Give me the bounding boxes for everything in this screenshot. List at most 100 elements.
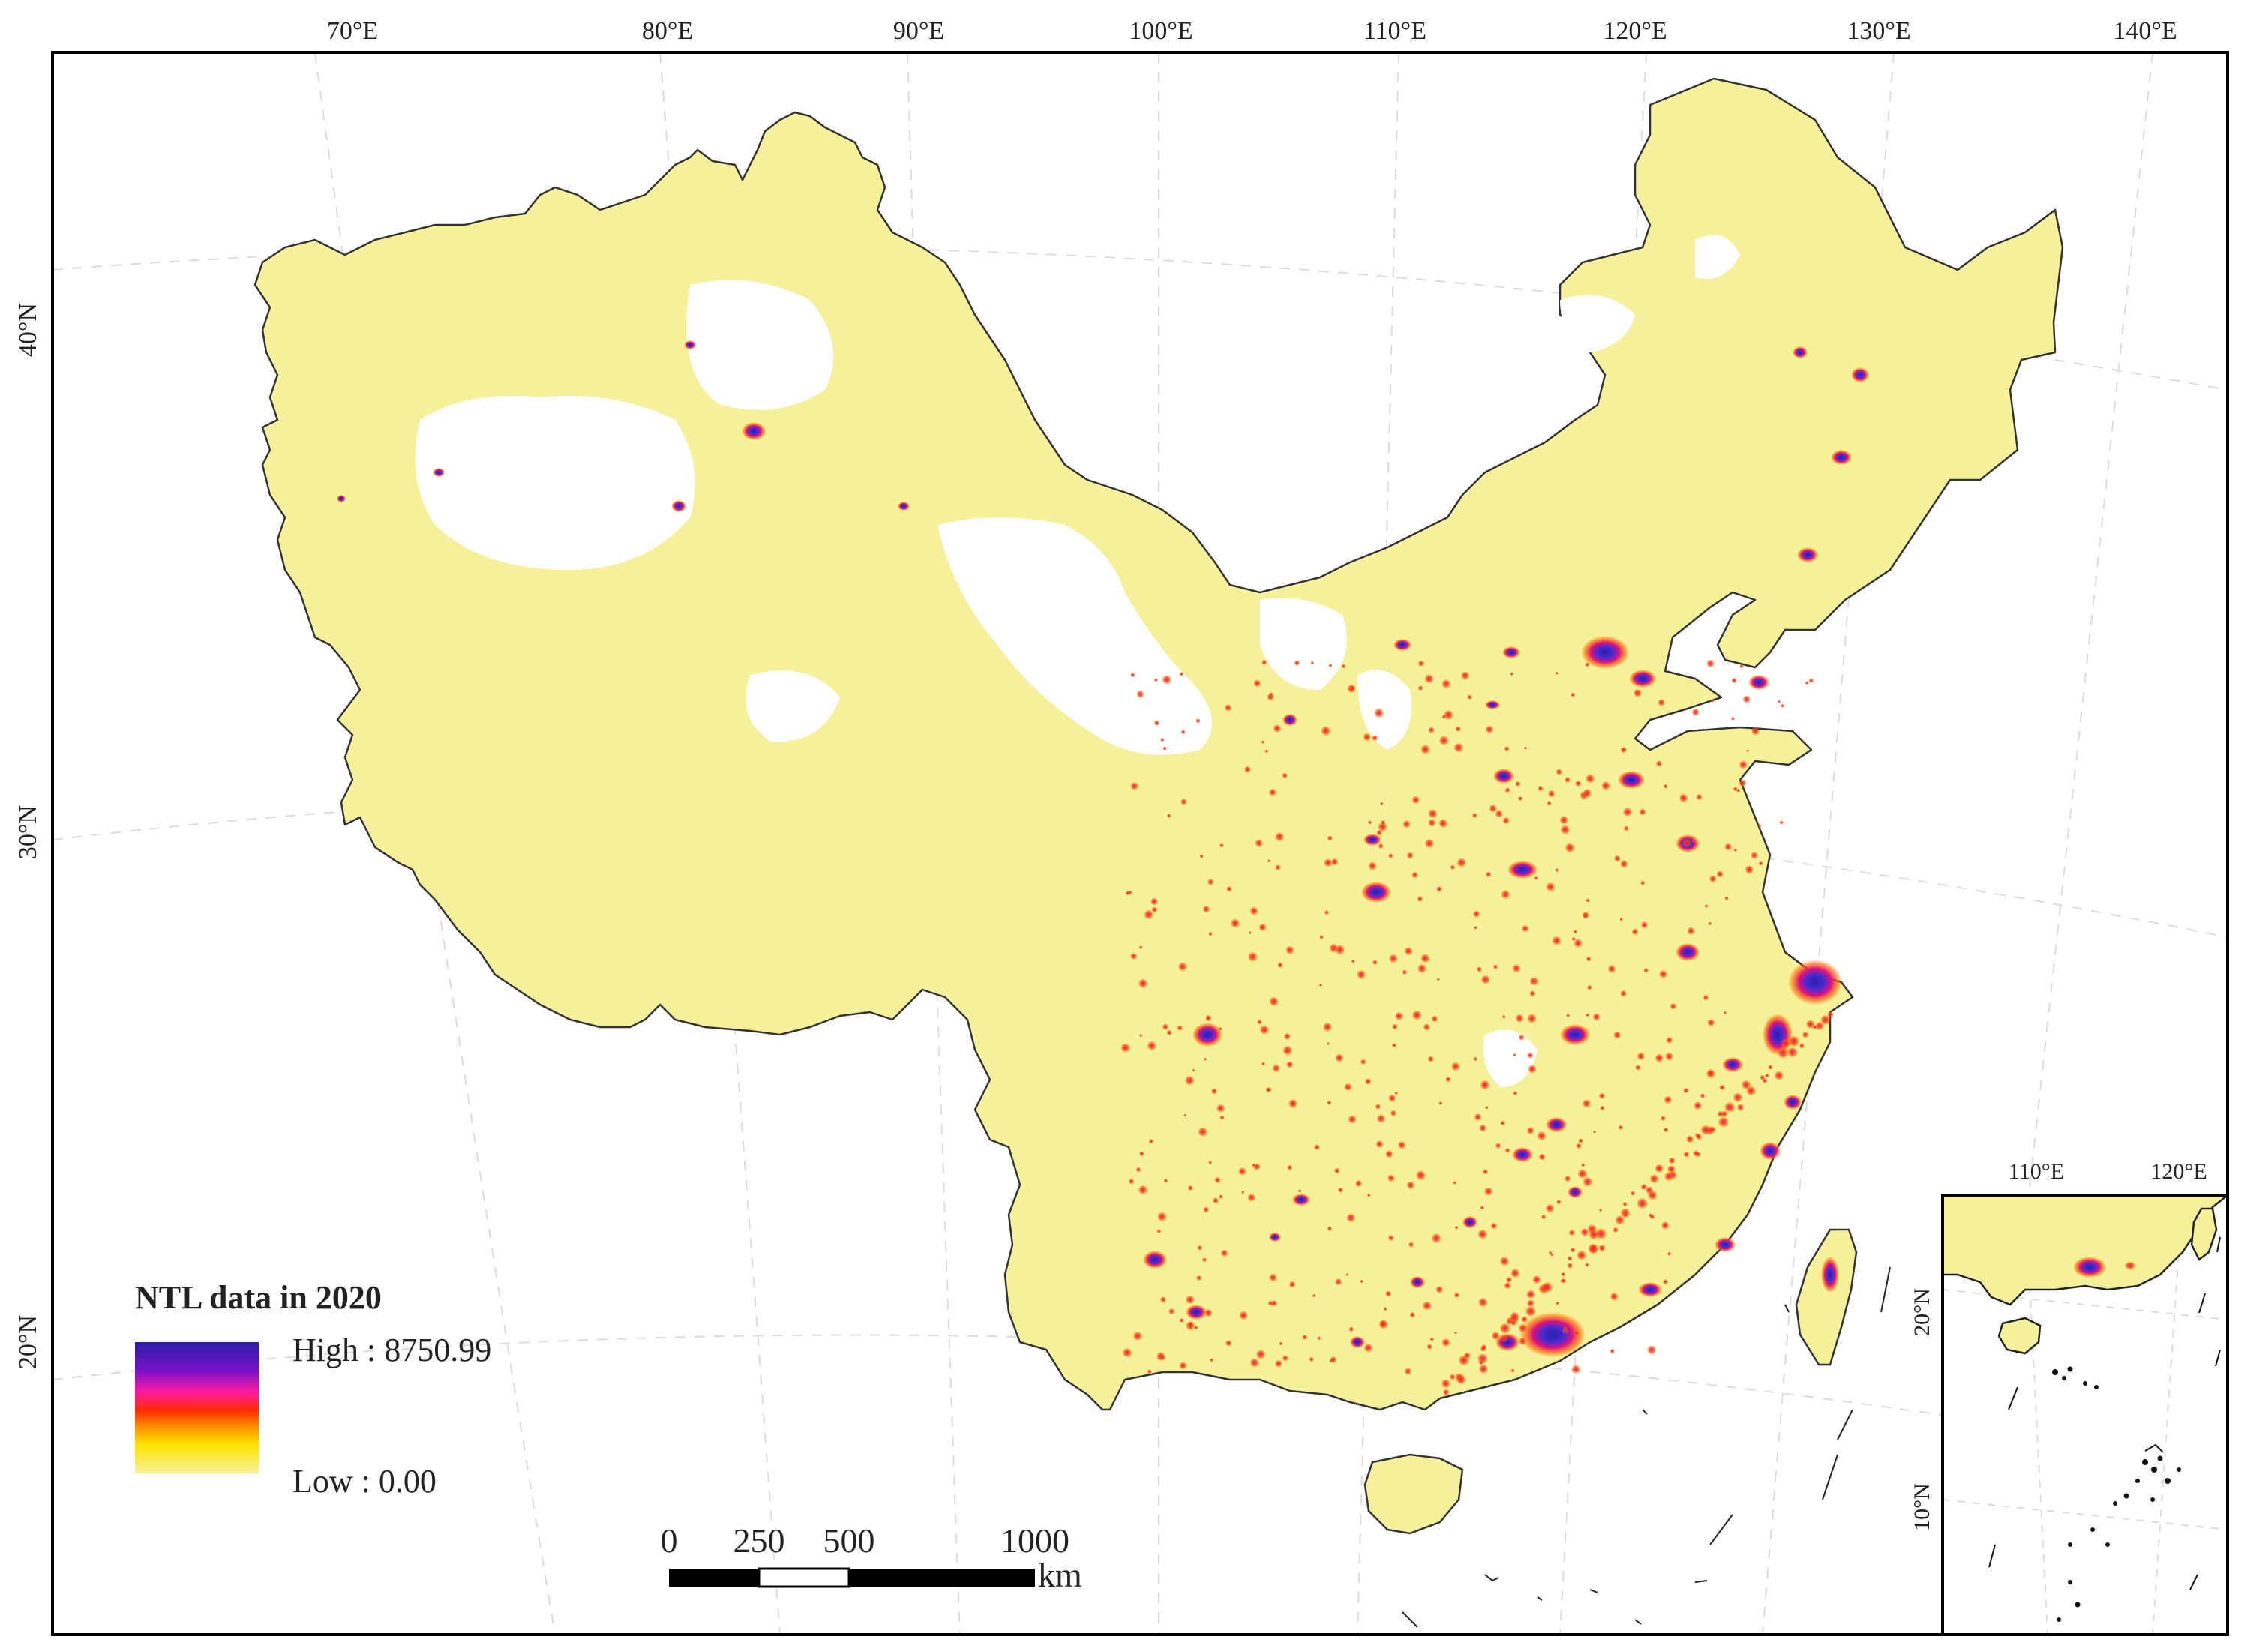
inset-hainan [1997, 1317, 2042, 1355]
town-light-dot [1268, 788, 1277, 796]
hainan-island [1364, 1453, 1464, 1535]
town-light-dot [1156, 1211, 1168, 1222]
town-light-dot [1804, 681, 1809, 685]
town-light-dot [1521, 924, 1529, 933]
city-light-glow [1520, 1312, 1586, 1357]
town-light-dot [1502, 1014, 1506, 1019]
town-light-dot [1198, 1126, 1208, 1137]
town-light-dot [1577, 1137, 1584, 1144]
town-light-dot [1298, 1189, 1302, 1193]
town-light-dot [1742, 695, 1751, 704]
town-light-dot [1619, 859, 1628, 868]
town-light-dot [1130, 952, 1138, 960]
town-light-dot [1575, 1143, 1582, 1149]
town-light-dot [1706, 659, 1715, 668]
coastal-light-dot [1491, 1331, 1501, 1341]
town-light-dot [1179, 1317, 1184, 1323]
coastal-light-dot [1567, 1255, 1573, 1261]
town-light-dot [1526, 1013, 1538, 1024]
town-light-dot [1547, 790, 1556, 798]
coastal-light-dot [1736, 1103, 1744, 1111]
town-light-dot [1586, 956, 1592, 962]
town-light-dot [1348, 1114, 1358, 1124]
town-light-dot [1326, 1042, 1330, 1046]
town-light-dot [1431, 1015, 1438, 1023]
coastal-light-dot [1787, 1035, 1800, 1047]
town-light-dot [1518, 1337, 1527, 1346]
town-light-dot [1564, 842, 1575, 853]
town-light-dot [1162, 674, 1172, 685]
town-light-dot [1646, 1344, 1657, 1355]
town-light-dot [1478, 1297, 1488, 1308]
town-light-dot [1214, 1176, 1221, 1184]
city-light-glow [1748, 675, 1769, 690]
town-light-dot [1504, 787, 1510, 793]
town-light-dot [1480, 1205, 1485, 1210]
town-light-dot [1388, 853, 1394, 858]
town-light-dot [1321, 725, 1331, 736]
town-light-dot [1216, 1104, 1226, 1113]
town-light-dot [1490, 1222, 1498, 1230]
town-light-dot [1517, 796, 1523, 802]
town-light-dot [1318, 983, 1323, 987]
town-light-dot [1551, 936, 1562, 946]
town-light-dot [1390, 1110, 1397, 1116]
town-light-dot [1556, 1301, 1560, 1305]
town-light-dot [1738, 760, 1748, 769]
town-light-dot [1203, 1206, 1210, 1213]
town-light-dot [1230, 918, 1240, 928]
town-light-dot [1739, 664, 1744, 669]
town-light-dot [1573, 938, 1583, 948]
town-light-dot [1138, 945, 1143, 949]
town-light-dot [1436, 1285, 1444, 1294]
town-light-dot [1510, 672, 1514, 676]
lat-label: 40°N [14, 303, 42, 357]
town-light-dot [1377, 822, 1388, 832]
town-light-dot [1328, 663, 1333, 668]
town-light-dot [1286, 1061, 1294, 1068]
legend-high-label: High : 8750.99 [292, 1332, 491, 1368]
town-light-dot [1438, 818, 1448, 828]
town-light-dot [1154, 678, 1158, 682]
coastal-light-dot [1664, 1171, 1674, 1182]
town-light-dot [1319, 934, 1324, 939]
town-light-dot [1268, 996, 1280, 1007]
town-light-dot [1282, 1045, 1293, 1056]
town-light-dot [1480, 1080, 1490, 1090]
town-light-dot [1257, 1019, 1262, 1025]
coastal-light-dot [1622, 1201, 1628, 1207]
town-light-dot [1505, 1276, 1513, 1284]
town-light-dot [1545, 882, 1556, 892]
town-light-dot [1550, 1253, 1554, 1257]
town-light-dot [1224, 703, 1232, 712]
town-light-dot [1275, 864, 1281, 870]
town-light-dot [1666, 1251, 1672, 1256]
city-light-glow [684, 340, 696, 349]
town-light-dot [1612, 1031, 1622, 1039]
coastal-light-dot [1567, 1263, 1574, 1269]
city-light-glow [1618, 771, 1645, 789]
town-light-dot [1480, 975, 1491, 984]
city-light-glow [1394, 639, 1412, 651]
city-light-glow [742, 422, 766, 440]
town-light-dot [1212, 1197, 1220, 1204]
town-light-dot [1454, 1225, 1459, 1230]
town-light-dot [1255, 838, 1264, 848]
small-islands [1402, 1266, 1891, 1628]
town-light-dot [1346, 1213, 1356, 1223]
city-light-glow [898, 502, 910, 511]
town-light-dot [1585, 773, 1595, 784]
town-light-dot [1710, 699, 1714, 703]
town-light-dot [1708, 875, 1717, 883]
town-light-dot [1177, 1025, 1184, 1032]
scale-segment [849, 1569, 1035, 1587]
town-light-dot [1618, 1125, 1624, 1131]
city-light-glow [1788, 960, 1842, 1005]
town-light-dot [1582, 912, 1589, 919]
town-light-dot [1150, 897, 1159, 906]
town-light-dot [1517, 1018, 1521, 1022]
town-light-dot [1394, 1091, 1399, 1095]
town-light-dot [1207, 878, 1214, 885]
city-light-glow [1462, 1216, 1478, 1228]
inset-city-glow [2073, 1257, 2106, 1278]
